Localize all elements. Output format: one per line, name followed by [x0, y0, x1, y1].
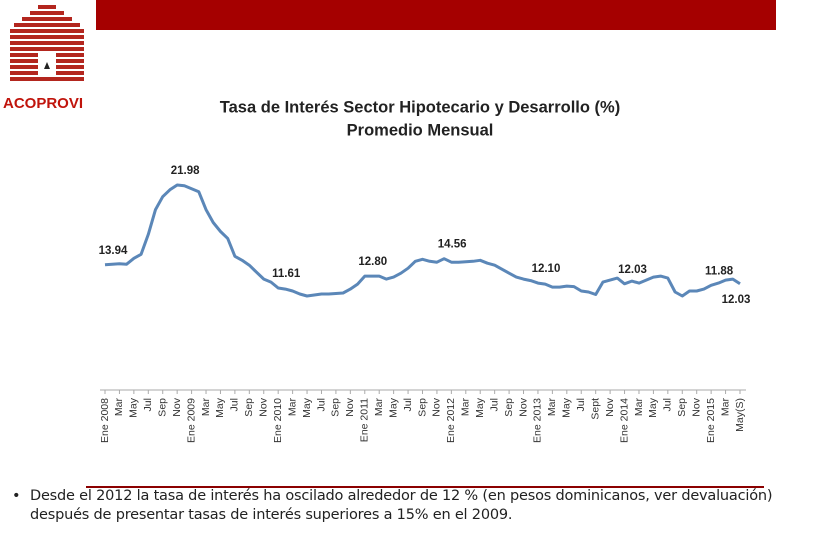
x-tick-label: May(S): [734, 398, 746, 432]
chart-title: Tasa de Interés Sector Hipotecario y Des…: [220, 98, 620, 116]
x-tick-label: Ene 2010: [272, 398, 284, 443]
logo-mark: [10, 5, 84, 81]
data-label: 11.88: [705, 265, 734, 277]
x-tick-label: May: [387, 397, 399, 418]
x-tick-label: Ene 2008: [99, 398, 111, 443]
x-tick-label: Ene 2014: [618, 398, 630, 443]
x-tick-label: Ene 2012: [445, 398, 457, 443]
data-label: 12.80: [358, 256, 387, 268]
data-label: 14.56: [438, 239, 467, 251]
line-series: [104, 183, 741, 298]
x-tick-label: Nov: [690, 397, 702, 416]
x-tick-label: Mar: [546, 398, 558, 417]
x-tick-label: Sep: [503, 398, 515, 417]
data-label: 12.03: [618, 264, 647, 276]
x-tick-label: Sep: [243, 398, 255, 417]
x-tick-label: Nov: [517, 397, 529, 416]
x-tick-label: Mar: [373, 398, 385, 417]
data-label: 12.10: [532, 263, 561, 275]
x-tick-label: Mar: [633, 398, 645, 417]
x-tick-label: Nov: [431, 397, 443, 416]
x-tick-label: Sep: [330, 398, 342, 417]
x-tick-label: Sep: [157, 398, 169, 417]
x-tick-label: Sep: [676, 398, 688, 417]
x-tick-label: Sep: [416, 398, 428, 417]
x-tick-label: Ene 2009: [185, 398, 197, 443]
x-tick-label: Ene 2011: [359, 398, 371, 442]
x-tick-label: Mar: [113, 398, 125, 417]
x-tick-label: Ene 2015: [705, 398, 717, 443]
x-tick-label: Jul: [229, 398, 241, 411]
x-tick-label: Mar: [460, 398, 472, 417]
x-tick-label: Jul: [142, 398, 154, 411]
logo-text: ACOPROVI: [3, 95, 83, 112]
x-tick-label: May: [301, 397, 313, 418]
x-tick-label: Nov: [171, 397, 183, 416]
x-tick-label: Jul: [402, 398, 414, 411]
x-tick-label: Mar: [719, 398, 731, 417]
data-label: 11.61: [272, 268, 301, 280]
x-tick-label: Jul: [662, 398, 674, 411]
x-tick-label: Mar: [200, 398, 212, 417]
data-label: 13.94: [99, 245, 128, 257]
x-tick-label: Jul: [575, 398, 587, 411]
x-tick-label: Jul: [315, 398, 327, 411]
x-tick-label: May: [474, 397, 486, 418]
x-tick-label: Nov: [344, 397, 356, 416]
x-tick-label: Mar: [286, 398, 298, 417]
x-tick-label: May: [561, 397, 573, 418]
x-tick-label: Jul: [488, 398, 500, 411]
chart-subtitle: Promedio Mensual: [347, 121, 494, 139]
x-tick-label: May: [128, 397, 140, 418]
x-tick-label: Ene 2013: [532, 398, 544, 443]
x-tick-label: Nov: [604, 397, 616, 416]
header-bar: [96, 0, 776, 30]
data-label: 21.98: [171, 165, 200, 177]
x-tick-label: Sept: [589, 398, 601, 420]
x-tick-label: Nov: [258, 397, 270, 416]
bullet-point: • Desde el 2012 la tasa de interés ha osc…: [12, 487, 812, 525]
data-label: 12.03: [722, 294, 751, 306]
x-tick-label: May: [647, 397, 659, 418]
x-tick-label: May: [214, 397, 226, 418]
bullet-text: Desde el 2012 la tasa de interés ha osci…: [30, 488, 773, 523]
